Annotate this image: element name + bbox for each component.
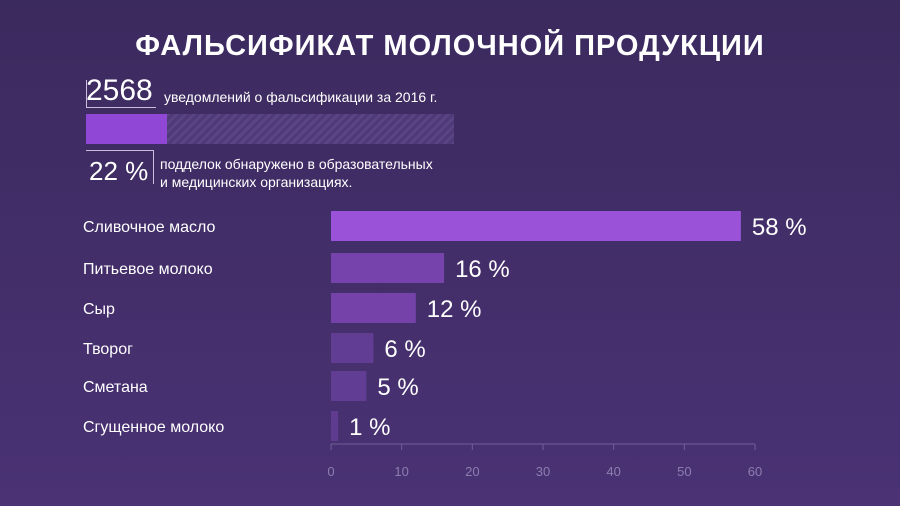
bar: [331, 211, 741, 241]
bracket-bottom-vertical: [153, 150, 154, 184]
share-value: 22 %: [89, 156, 149, 186]
share-bar-fill: [86, 114, 167, 144]
x-tick-label: 0: [327, 464, 334, 479]
category-label: Сгущенное молоко: [83, 419, 224, 436]
value-label: 6 %: [384, 336, 425, 363]
x-tick-label: 60: [748, 464, 762, 479]
value-label: 1 %: [349, 414, 390, 441]
bar: [331, 253, 445, 283]
value-label: 58 %: [752, 214, 807, 241]
share-text: подделок обнаружено в образовательных и …: [160, 155, 433, 191]
x-tick-label: 10: [394, 464, 408, 479]
category-label: Сыр: [83, 301, 115, 318]
category-label: Питьевое молоко: [83, 261, 213, 278]
x-tick-label: 20: [465, 464, 479, 479]
x-tick-label: 40: [606, 464, 620, 479]
x-tick-label: 50: [677, 464, 691, 479]
share-text-line2: и медицинских организациях.: [160, 174, 353, 190]
notifications-count: 2568: [86, 74, 153, 107]
bracket-top-vertical: [86, 80, 87, 108]
value-label: 12 %: [427, 296, 482, 323]
value-label: 16 %: [455, 256, 510, 283]
bar: [331, 333, 374, 363]
category-label: Сливочное масло: [83, 219, 216, 236]
page-title: ФАЛЬСИФИКАТ МОЛОЧНОЙ ПРОДУКЦИИ: [135, 30, 765, 62]
share-text-line1: подделок обнаружено в образовательных: [160, 156, 433, 172]
bar: [331, 293, 416, 323]
bracket-bottom-horizontal: [86, 150, 154, 151]
category-label: Сметана: [83, 379, 148, 396]
value-label: 5 %: [377, 374, 418, 401]
category-label: Творог: [83, 341, 133, 358]
x-tick-label: 30: [536, 464, 550, 479]
bracket-top-horizontal: [86, 107, 156, 108]
bar: [331, 411, 339, 441]
notifications-text: уведомлений о фальсификации за 2016 г.: [164, 89, 438, 105]
bar: [331, 371, 367, 401]
